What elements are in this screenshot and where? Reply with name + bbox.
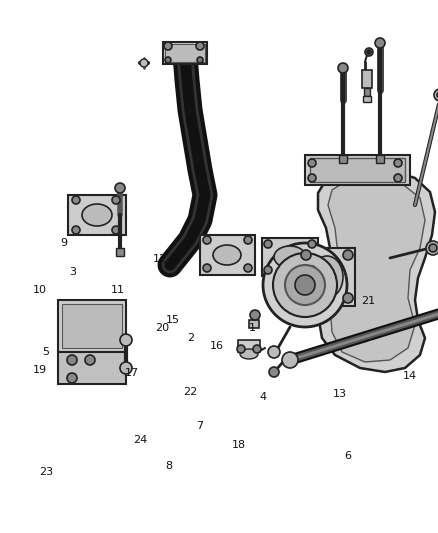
Polygon shape xyxy=(328,178,425,362)
Bar xyxy=(200,235,255,275)
Bar xyxy=(305,155,410,185)
Circle shape xyxy=(375,38,385,48)
Bar xyxy=(339,155,347,163)
Text: 18: 18 xyxy=(232,440,246,450)
Circle shape xyxy=(112,196,120,204)
Circle shape xyxy=(308,159,316,167)
Circle shape xyxy=(338,63,348,73)
Text: 2: 2 xyxy=(187,334,194,343)
Text: 10: 10 xyxy=(32,286,46,295)
Bar xyxy=(362,70,372,88)
Text: 9: 9 xyxy=(60,238,67,247)
Text: 12: 12 xyxy=(153,254,167,263)
Circle shape xyxy=(253,345,261,353)
Text: 15: 15 xyxy=(166,315,180,325)
Circle shape xyxy=(250,310,260,320)
Bar xyxy=(249,320,259,328)
Ellipse shape xyxy=(213,245,241,265)
Text: 14: 14 xyxy=(403,371,417,381)
Bar xyxy=(163,42,207,64)
Text: 17: 17 xyxy=(124,368,138,378)
Bar xyxy=(62,304,122,348)
Circle shape xyxy=(308,174,316,182)
Bar xyxy=(310,158,405,182)
Circle shape xyxy=(426,241,438,255)
Circle shape xyxy=(434,89,438,101)
Circle shape xyxy=(72,196,80,204)
Bar xyxy=(262,238,318,276)
Circle shape xyxy=(244,236,252,244)
Circle shape xyxy=(273,253,337,317)
Text: 11: 11 xyxy=(111,286,125,295)
Circle shape xyxy=(112,226,120,234)
Circle shape xyxy=(343,250,353,260)
Circle shape xyxy=(72,226,80,234)
Circle shape xyxy=(429,244,437,252)
Text: 19: 19 xyxy=(32,366,46,375)
Bar xyxy=(58,300,126,352)
Text: 21: 21 xyxy=(361,296,375,306)
Bar xyxy=(363,96,371,102)
Circle shape xyxy=(197,57,203,63)
Text: 1: 1 xyxy=(248,323,255,333)
Text: 5: 5 xyxy=(42,347,49,357)
Circle shape xyxy=(165,57,171,63)
Bar xyxy=(68,195,126,235)
Ellipse shape xyxy=(82,204,112,226)
Ellipse shape xyxy=(240,349,258,359)
Circle shape xyxy=(237,345,245,353)
Text: 16: 16 xyxy=(210,342,224,351)
Text: 23: 23 xyxy=(39,467,53,477)
Circle shape xyxy=(295,275,315,295)
Circle shape xyxy=(308,266,316,274)
Bar xyxy=(364,88,370,96)
Text: 4: 4 xyxy=(259,392,266,402)
Text: 6: 6 xyxy=(345,451,352,461)
Text: 22: 22 xyxy=(184,387,198,397)
Circle shape xyxy=(85,355,95,365)
Bar xyxy=(300,248,355,306)
Circle shape xyxy=(140,59,148,67)
Circle shape xyxy=(264,266,272,274)
Text: 20: 20 xyxy=(155,323,169,333)
Circle shape xyxy=(115,183,125,193)
Circle shape xyxy=(269,367,279,377)
Circle shape xyxy=(394,174,402,182)
Polygon shape xyxy=(318,168,435,372)
Circle shape xyxy=(301,293,311,303)
Circle shape xyxy=(244,264,252,272)
Circle shape xyxy=(367,50,371,54)
Text: 8: 8 xyxy=(165,462,172,471)
Bar xyxy=(376,155,384,163)
Bar xyxy=(165,44,205,62)
Circle shape xyxy=(120,334,132,346)
Circle shape xyxy=(203,236,211,244)
Circle shape xyxy=(343,293,353,303)
Text: 3: 3 xyxy=(69,267,76,277)
Bar xyxy=(116,248,124,256)
Circle shape xyxy=(437,92,438,98)
Circle shape xyxy=(203,264,211,272)
Circle shape xyxy=(301,250,311,260)
Circle shape xyxy=(67,355,77,365)
Bar xyxy=(58,352,126,384)
Circle shape xyxy=(308,240,316,248)
Ellipse shape xyxy=(274,246,306,268)
Ellipse shape xyxy=(311,256,343,298)
Text: 7: 7 xyxy=(196,422,203,431)
Text: 13: 13 xyxy=(332,390,346,399)
Text: 24: 24 xyxy=(133,435,147,445)
Circle shape xyxy=(67,373,77,383)
Circle shape xyxy=(394,159,402,167)
Circle shape xyxy=(268,346,280,358)
Circle shape xyxy=(264,240,272,248)
Circle shape xyxy=(164,42,172,50)
Circle shape xyxy=(196,42,204,50)
Bar xyxy=(238,340,260,352)
Circle shape xyxy=(120,362,132,374)
Circle shape xyxy=(263,243,347,327)
Circle shape xyxy=(285,265,325,305)
Circle shape xyxy=(365,48,373,56)
Circle shape xyxy=(282,352,298,368)
